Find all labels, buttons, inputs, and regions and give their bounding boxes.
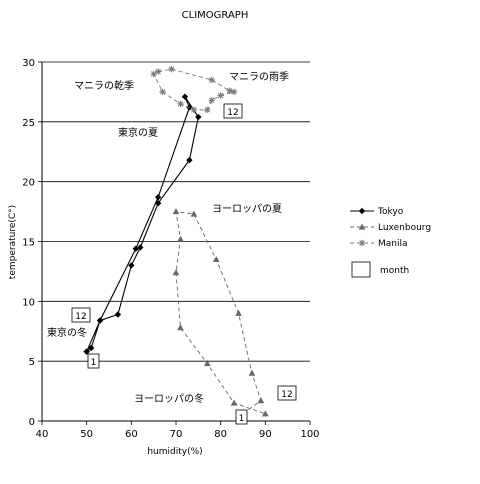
x-axis-label: humidity(%) <box>147 447 202 457</box>
month-label-tokyo-12: 12 <box>75 312 86 322</box>
grid-lines <box>42 61 310 362</box>
data-point-luxenbourg <box>248 369 256 376</box>
annotation-manila-wet: マニラの雨季 <box>229 71 289 83</box>
month-label-lux-1: 1 <box>239 414 245 424</box>
data-point-tokyo <box>83 348 90 355</box>
data-point-luxenbourg <box>235 309 242 316</box>
data-point-manila <box>230 88 238 96</box>
data-point-tokyo <box>132 245 139 252</box>
data-point-luxenbourg <box>230 399 238 406</box>
month-box-lux-1 <box>235 409 248 425</box>
annotation-tokyo-summer: 東京の夏 <box>118 126 158 139</box>
series-line-manila <box>153 68 236 111</box>
y-tick-label: 20 <box>22 178 35 189</box>
series-luxenbourg <box>172 208 269 417</box>
y-tick-label: 10 <box>22 297 35 308</box>
annotation-tokyo-winter: 東京の冬 <box>47 326 87 339</box>
data-point-manila <box>208 97 215 104</box>
series-manila <box>150 65 238 114</box>
month-label-manila-12: 12 <box>227 108 238 118</box>
y-tick-label: 15 <box>22 238 35 249</box>
data-point-manila <box>190 106 198 114</box>
legend: Tokyo Luxenbourg Manila <box>350 207 431 249</box>
y-tick-label: 0 <box>29 417 35 428</box>
month-box-lux-12 <box>277 385 297 401</box>
data-point-tokyo <box>195 113 202 121</box>
series-tokyo <box>83 93 202 355</box>
legend-marker-manila <box>358 239 366 247</box>
data-point-tokyo <box>154 194 162 201</box>
data-point-luxenbourg <box>212 255 220 263</box>
x-tick-label: 60 <box>125 429 138 440</box>
x-tick-label: 90 <box>259 429 272 440</box>
y-axis-label: temperature(C°) <box>8 205 18 279</box>
annotation-europe-winter: ヨーロッパの冬 <box>134 392 204 405</box>
data-point-luxenbourg <box>257 397 265 404</box>
y-tick-label: 5 <box>29 357 35 368</box>
y-tick-label: 25 <box>22 118 35 129</box>
data-point-tokyo <box>186 156 193 164</box>
data-point-luxenbourg <box>177 324 184 331</box>
data-point-luxenbourg <box>190 210 198 217</box>
annotation-manila-dry: マニラの乾季 <box>74 79 134 92</box>
data-point-tokyo <box>137 244 144 251</box>
data-point-tokyo <box>154 200 162 207</box>
data-point-luxenbourg <box>262 410 269 417</box>
y-tick-label: 30 <box>22 58 35 69</box>
data-point-luxenbourg <box>172 208 180 215</box>
data-point-manila <box>208 76 215 84</box>
legend-label-manila: Manila <box>378 239 408 249</box>
data-point-luxenbourg <box>172 269 180 276</box>
data-point-tokyo <box>128 262 135 269</box>
month-label-tokyo-1: 1 <box>91 358 97 368</box>
x-tick-label: 70 <box>170 429 183 440</box>
legend-marker-tokyo <box>358 207 366 215</box>
data-point-luxenbourg <box>177 235 184 242</box>
data-point-manila <box>150 70 157 78</box>
legend-marker-luxenbourg <box>358 223 366 230</box>
data-point-tokyo <box>114 311 122 318</box>
data-point-tokyo <box>181 93 189 100</box>
data-point-manila <box>217 92 224 99</box>
tick-labels: 40 50 60 70 80 90 100 0 5 10 15 20 25 30 <box>22 58 319 440</box>
month-label-lux-12: 12 <box>281 390 292 400</box>
annotation-europe-summer: ヨーロッパの夏 <box>212 203 282 215</box>
data-point-manila <box>168 65 175 73</box>
x-tick-label: 40 <box>36 429 49 440</box>
legend-month-label: month <box>380 266 409 276</box>
x-tick-label: 80 <box>214 429 227 440</box>
month-box-manila-12 <box>223 103 243 119</box>
series-line-luxenbourg <box>175 211 266 415</box>
x-tick-label: 50 <box>80 429 93 440</box>
chart-title: CLIMOGRAPH <box>182 10 249 21</box>
month-box-tokyo-1 <box>87 353 100 369</box>
data-point-luxenbourg <box>203 360 211 367</box>
legend-label-luxenbourg: Luxenbourg <box>378 223 431 233</box>
x-tick-label: 100 <box>300 429 319 440</box>
month-box-tokyo-12 <box>71 307 91 323</box>
data-point-tokyo <box>87 344 95 352</box>
data-point-tokyo <box>96 317 104 324</box>
legend-label-tokyo: Tokyo <box>377 207 404 217</box>
series-group <box>83 65 269 417</box>
data-point-manila <box>204 106 211 114</box>
data-point-manila <box>159 88 166 96</box>
legend-month-box <box>351 261 371 278</box>
data-point-manila <box>226 87 233 94</box>
annotations: マニラの乾季 マニラの雨季 東京の夏 東京の冬 ヨーロッパの夏 ヨーロッパの冬 … <box>47 71 297 425</box>
data-point-manila <box>177 100 184 108</box>
